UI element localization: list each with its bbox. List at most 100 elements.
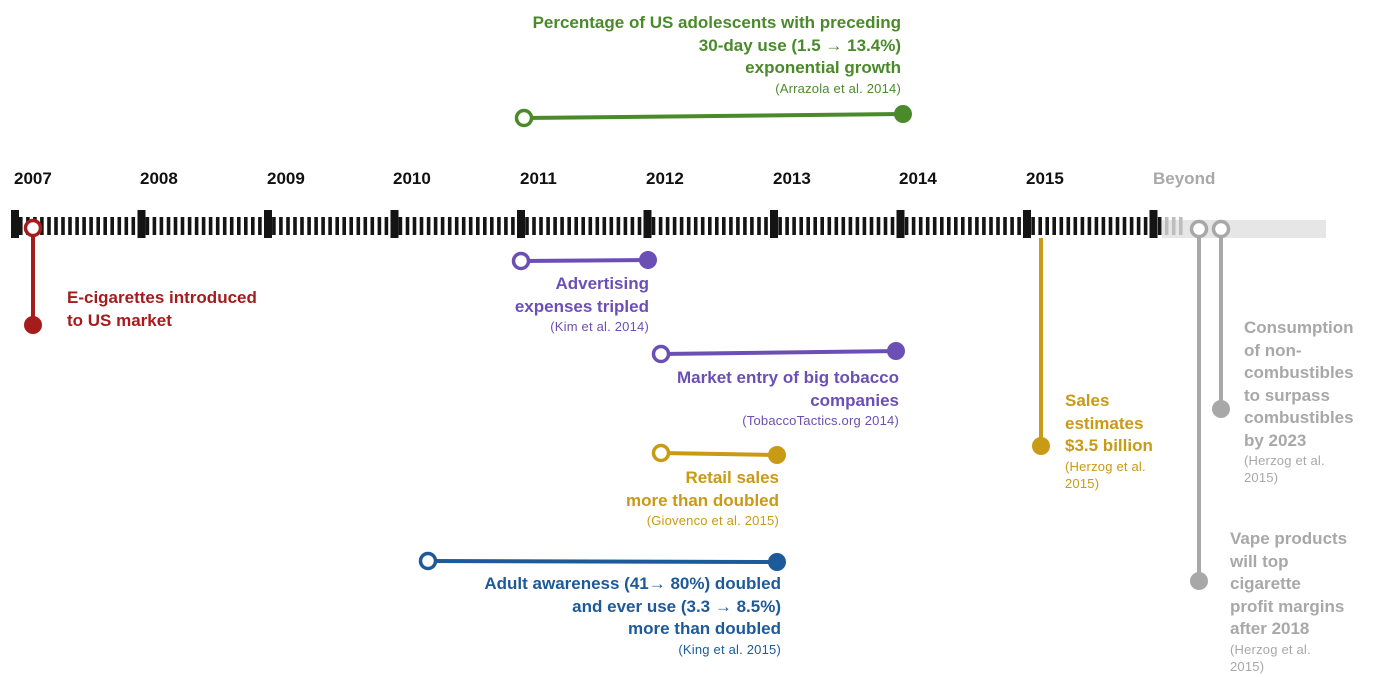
event-vape: Vape products will top cigarette profit … [1230,528,1347,675]
axis-minor-tick [1164,217,1169,235]
axis-minor-tick [293,217,297,235]
axis-minor-tick [1115,217,1120,235]
axis-minor-tick [539,217,543,235]
axis-minor-tick [918,217,923,235]
adolescent-end-marker [894,105,912,123]
axis-minor-tick [722,217,726,235]
axis-minor-tick [1031,217,1035,235]
retail-end-marker [768,446,786,464]
axis-minor-tick [166,217,171,235]
sales-line-1: Sales [1065,391,1110,410]
axis-minor-tick [1179,217,1183,235]
axis-minor-tick [377,217,382,235]
axis-minor-tick [848,217,853,235]
axis-minor-tick [258,217,262,235]
axis-minor-tick [328,217,332,235]
tobacco-line-2: companies [810,390,899,410]
axis-minor-tick [715,217,719,235]
axis-minor-tick [560,217,564,235]
axis-minor-tick [743,217,747,235]
axis-minor-tick [911,217,916,235]
axis-minor-tick [19,217,23,235]
axis-minor-tick [1010,217,1014,235]
sales-citation-2: 2015) [1065,475,1100,491]
vape-citation-2: 2015) [1230,658,1265,674]
axis-minor-tick [1073,217,1078,235]
year-labels: 2007 2008 2009 2010 2011 2012 2013 2014 … [14,169,1215,188]
axis-minor-tick [145,217,150,235]
axis-minor-tick [208,217,213,235]
axis-minor-tick [363,217,368,235]
axis-minor-tick [813,217,817,235]
axis-minor-tick [623,217,628,235]
event-tobacco: Market entry of big tobacco companies (T… [677,367,899,429]
adolescent-span [523,112,904,120]
axis-minor-tick [440,217,445,235]
axis-minor-tick [989,217,993,235]
year-label: 2015 [1026,169,1064,188]
axis-year-tick [11,210,19,238]
advertising-span [520,258,649,263]
axis-minor-tick [307,217,311,235]
retail-line-1: Retail sales [685,468,779,487]
axis-minor-tick [187,217,192,235]
axis-minor-tick [546,217,550,235]
axis-minor-tick [686,217,691,235]
year-label: 2008 [140,169,178,188]
axis-minor-tick [272,217,276,235]
axis-minor-tick [841,217,846,235]
vape-citation-1: (Herzog et al. [1230,641,1311,657]
axis-minor-tick [194,217,199,235]
vape-start-marker [1189,219,1209,239]
beyond-band [1162,220,1326,238]
advertising-line-1: Advertising [555,274,649,293]
axis-minor-tick [1017,217,1021,235]
adult-span [427,559,778,564]
axis-minor-tick [1129,217,1134,235]
axis-minor-tick [342,217,346,235]
axis-minor-tick [483,217,487,235]
axis-minor-tick [862,217,867,235]
axis-minor-tick [553,217,557,235]
axis-minor-tick [729,217,733,235]
year-label: 2007 [14,169,52,188]
year-label: 2009 [267,169,305,188]
advertising-citation: (Kim et al. 2014) [550,319,649,334]
axis-minor-tick [932,217,937,235]
axis-minor-tick [1101,217,1106,235]
axis-minor-tick [497,217,501,235]
advertising-line-2: expenses tripled [514,296,649,316]
vape-line-1: Vape products [1230,529,1348,548]
axis-minor-tick [349,217,353,235]
ecig-end-marker [24,316,42,334]
axis-minor-tick [314,217,318,235]
event-connectors [23,105,1231,590]
axis-minor-tick [201,217,206,235]
retail-citation: (Giovenco et al. 2015) [646,513,779,528]
axis-minor-tick [961,217,965,235]
consumption-line-5: combustibles [1244,408,1354,427]
consumption-line-2: of non- [1244,340,1302,360]
axis-minor-tick [511,217,515,235]
axis-minor-tick [975,217,979,235]
axis-minor-tick [750,217,754,235]
axis-minor-tick [251,217,255,235]
axis-minor-tick [433,217,438,235]
axis-minor-tick [890,217,895,235]
axis-minor-tick [757,217,761,235]
axis-minor-tick [581,217,585,235]
axis-minor-tick [1052,217,1056,235]
adolescent-line-1: Percentage of US adolescents with preced… [532,13,901,32]
axis-minor-tick [1108,217,1113,235]
axis-minor-tick [461,217,466,235]
event-ecig: E-cigarettes introduced to US market [67,287,257,332]
axis-minor-tick [525,217,529,235]
event-adult: Adult awareness (41→ 80%) doubled and ev… [484,573,781,658]
axis-minor-tick [764,217,768,235]
axis-minor-tick [925,217,930,235]
axis-minor-tick [658,217,663,235]
axis-year-tick [390,210,399,238]
advertising-start-marker [511,251,531,271]
axis-minor-tick [412,217,417,235]
